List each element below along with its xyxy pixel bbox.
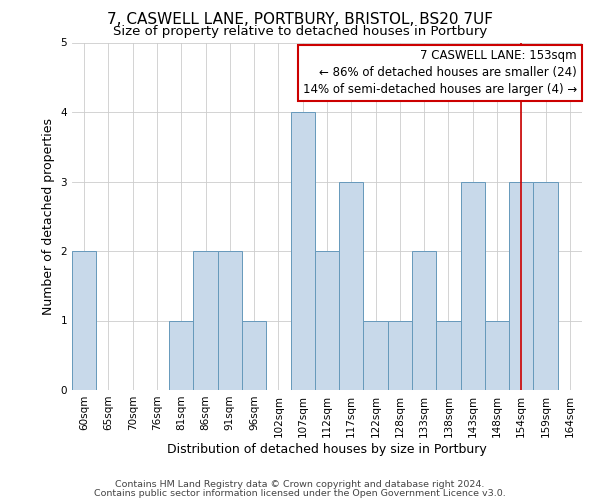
Bar — [364, 320, 388, 390]
Text: Contains HM Land Registry data © Crown copyright and database right 2024.: Contains HM Land Registry data © Crown c… — [115, 480, 485, 489]
Bar — [388, 320, 412, 390]
Bar — [509, 182, 533, 390]
Bar — [315, 251, 339, 390]
Text: 7 CASWELL LANE: 153sqm
← 86% of detached houses are smaller (24)
14% of semi-det: 7 CASWELL LANE: 153sqm ← 86% of detached… — [302, 50, 577, 96]
Bar — [290, 112, 315, 390]
Y-axis label: Number of detached properties: Number of detached properties — [42, 118, 55, 315]
Bar — [461, 182, 485, 390]
Bar — [412, 251, 436, 390]
Bar — [242, 320, 266, 390]
X-axis label: Distribution of detached houses by size in Portbury: Distribution of detached houses by size … — [167, 442, 487, 456]
Bar — [169, 320, 193, 390]
Bar — [193, 251, 218, 390]
Text: 7, CASWELL LANE, PORTBURY, BRISTOL, BS20 7UF: 7, CASWELL LANE, PORTBURY, BRISTOL, BS20… — [107, 12, 493, 28]
Text: Size of property relative to detached houses in Portbury: Size of property relative to detached ho… — [113, 25, 487, 38]
Text: Contains public sector information licensed under the Open Government Licence v3: Contains public sector information licen… — [94, 488, 506, 498]
Bar — [72, 251, 96, 390]
Bar — [436, 320, 461, 390]
Bar — [533, 182, 558, 390]
Bar — [339, 182, 364, 390]
Bar — [485, 320, 509, 390]
Bar — [218, 251, 242, 390]
